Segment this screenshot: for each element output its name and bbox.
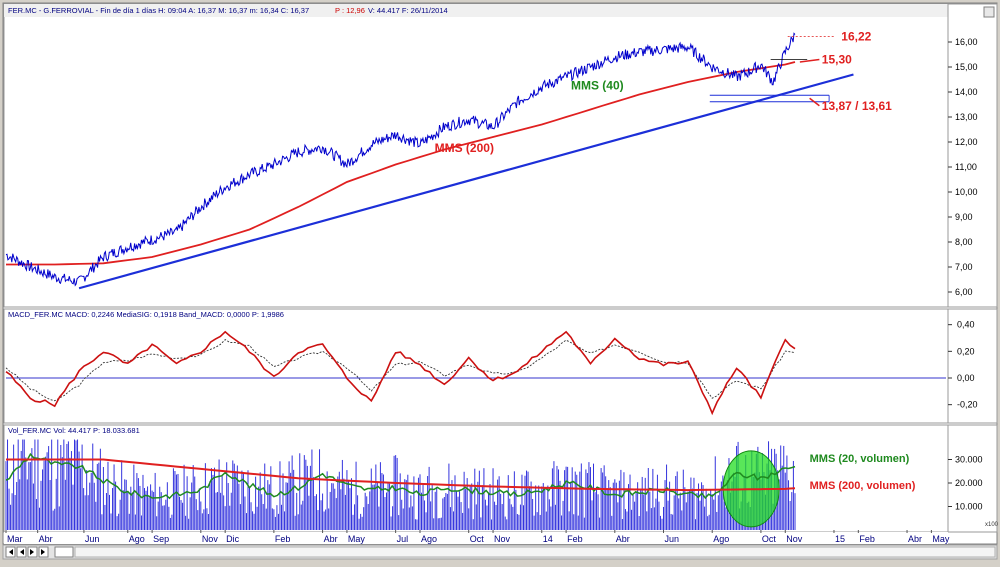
price-tick-label: 7,00 [955, 262, 973, 272]
level-mid-arrow [799, 58, 820, 63]
price-panel: FER.MC - G.FERROVIAL - Fin de día 1 días… [4, 4, 998, 308]
mms40-annotation: MMS (40) [571, 79, 624, 93]
macd-tick-label: 0,40 [957, 320, 975, 330]
x-tick-label: Abr [39, 534, 53, 544]
level-low-label: 13,87 / 13,61 [822, 99, 892, 113]
volume-tick-label: 30.000 [955, 455, 983, 465]
price-tick-label: 11,00 [955, 162, 977, 172]
volume-panel: Vol_FER.MC Vol: 44.417 P: 18.033.681 10.… [3, 424, 999, 533]
symbol-tab[interactable] [54, 546, 74, 558]
x-tick-label: 15 [835, 534, 845, 544]
first-page-icon [9, 549, 13, 555]
x-tick-label: Nov [786, 534, 803, 544]
price-tick-label: 13,00 [955, 112, 978, 122]
price-tick-label: 12,00 [955, 137, 978, 147]
x-tick-label: Dic [226, 534, 239, 544]
scroll-controls [2, 544, 998, 560]
prev-icon [20, 549, 24, 555]
trendline [78, 73, 854, 290]
volume-mms200-annotation: MMS (200, volumen) [810, 480, 916, 492]
x-tick-label: Oct [762, 534, 777, 544]
level-mid-label: 15,30 [822, 53, 852, 67]
price-header-v: V: 44.417 F: 26/11/2014 [368, 6, 448, 15]
price-line [5, 32, 796, 287]
macd-signal-line [5, 339, 796, 402]
level-high-label: 16,22 [841, 30, 871, 44]
x-tick-label: Jun [85, 534, 100, 544]
x-tick-label: Ago [713, 534, 729, 544]
x-tick-label: Sep [153, 534, 169, 544]
x-tick-label: Oct [470, 534, 485, 544]
x-tick-label: May [932, 534, 950, 544]
x-tick-label: 14 [543, 534, 553, 544]
x-tick-label: Abr [616, 534, 630, 544]
macd-tick-label: 0,00 [957, 373, 975, 383]
time-axis: Mar Abr Jun Ago Sep Nov Dic Feb Abr May Jul Ago Oct N… [4, 530, 950, 544]
macd-line [5, 330, 796, 416]
volume-tick-label: 10.000 [955, 502, 983, 512]
volume-scale-note: x100 [985, 522, 999, 528]
x-tick-label: Jul [397, 534, 409, 544]
volume-header: Vol_FER.MC Vol: 44.417 P: 18.033.681 [8, 426, 140, 435]
x-tick-label: Jun [665, 534, 680, 544]
next-icon [30, 549, 34, 555]
mms200-annotation: MMS (200) [435, 141, 494, 155]
horizontal-scrollbar[interactable] [74, 546, 996, 558]
price-tick-label: 9,00 [955, 212, 973, 222]
macd-tick-label: 0,20 [957, 346, 975, 356]
price-header: FER.MC - G.FERROVIAL - Fin de día 1 días… [8, 6, 309, 15]
volume-mms200-line [6, 458, 796, 492]
x-tick-label: Abr [324, 534, 338, 544]
price-y-axis: 6,00 7,00 8,00 9,00 10,00 11,00 12,00 13,00 14,0… [948, 37, 978, 297]
volume-mms20-annotation: MMS (20, volumen) [810, 453, 910, 465]
scroll-up-button[interactable] [983, 6, 995, 18]
x-tick-label: Abr [908, 534, 922, 544]
x-tick-label: Feb [275, 534, 291, 544]
x-tick-label: Feb [859, 534, 875, 544]
x-tick-label: Mar [7, 534, 23, 544]
x-tick-label: May [348, 534, 366, 544]
mms200-line [6, 61, 796, 266]
level-low-arrow [809, 97, 820, 107]
price-tick-label: 6,00 [955, 287, 973, 297]
x-tick-label: Nov [494, 534, 511, 544]
macd-y-axis: -0,20 0,00 0,20 0,40 [948, 320, 978, 410]
macd-header: MACD_FER.MC MACD: 0,2246 MediaSIG: 0,191… [8, 310, 284, 319]
price-tick-label: 15,00 [955, 62, 978, 72]
x-tick-label: Feb [567, 534, 583, 544]
macd-panel: MACD_FER.MC MACD: 0,2246 MediaSIG: 0,191… [3, 308, 998, 424]
volume-mms20-line [5, 452, 796, 500]
volume-tick-label: 20.000 [955, 478, 983, 488]
price-tick-label: 8,00 [955, 237, 973, 247]
x-tick-label: Ago [421, 534, 437, 544]
x-tick-label: Ago [129, 534, 145, 544]
macd-tick-label: -0,20 [957, 400, 978, 410]
price-tick-label: 16,00 [955, 37, 978, 47]
x-tick-label: Nov [202, 534, 219, 544]
price-header-p: P : 12,96 [335, 6, 365, 15]
volume-y-axis: 10.000 20.000 30.000 [948, 455, 983, 512]
price-tick-label: 14,00 [955, 87, 978, 97]
price-tick-label: 10,00 [955, 187, 978, 197]
last-page-icon [41, 549, 45, 555]
